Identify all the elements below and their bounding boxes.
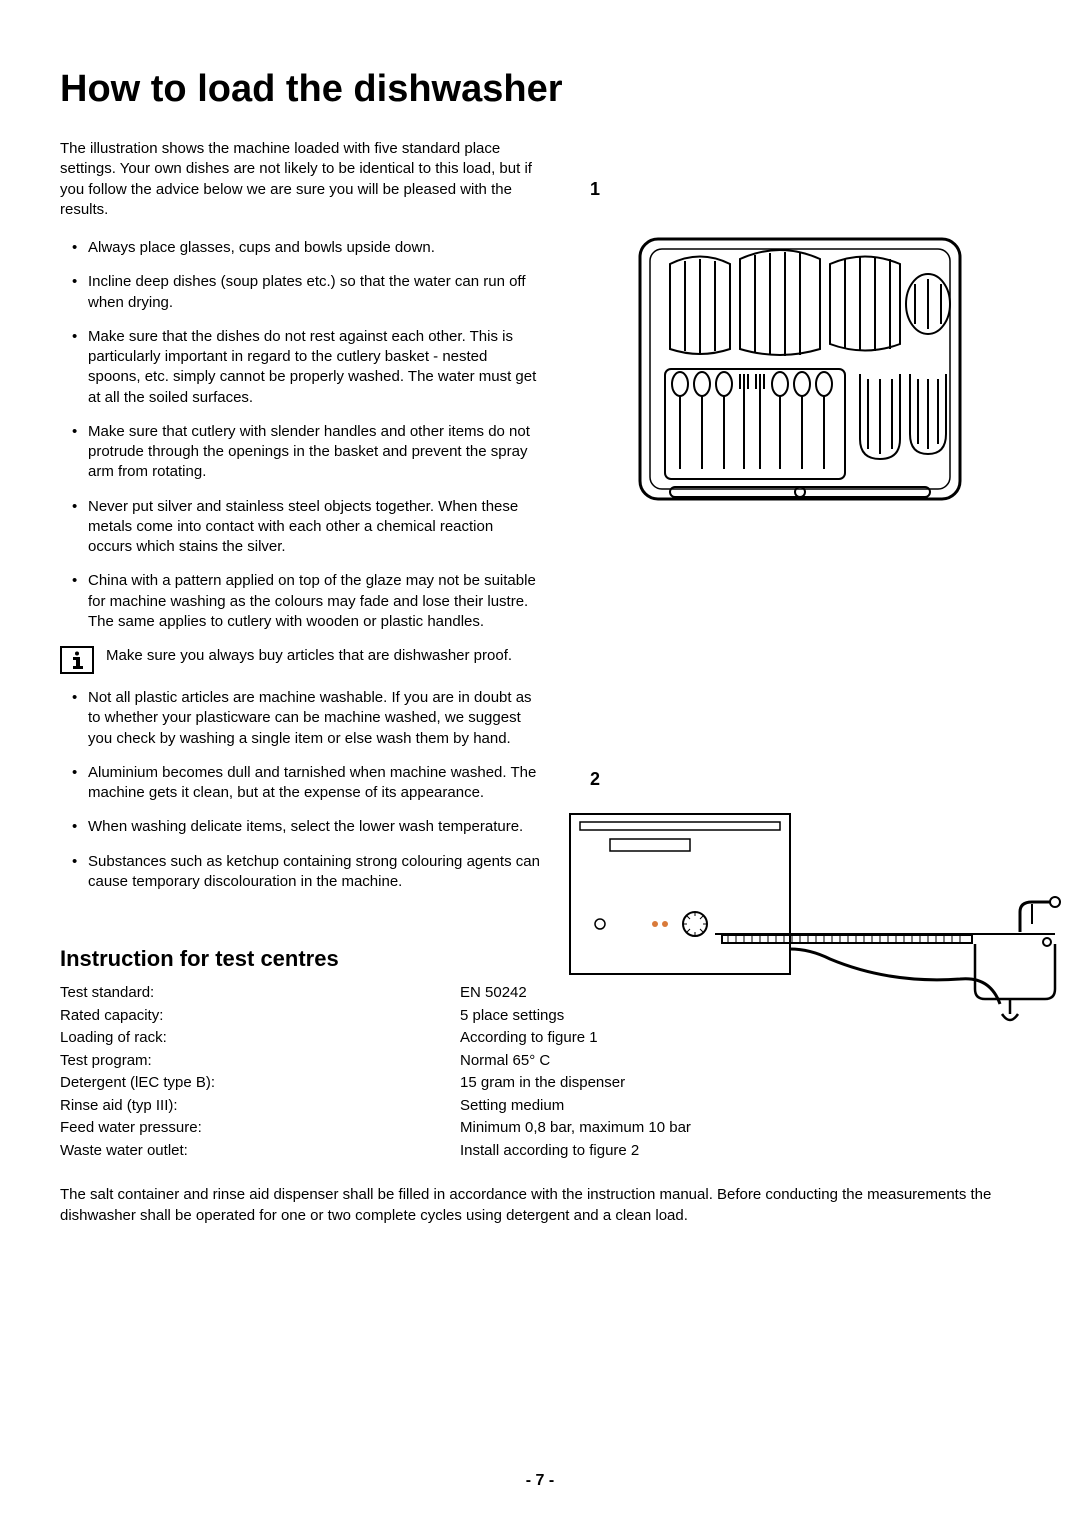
intro-paragraph: The illustration shows the machine loade… xyxy=(60,139,540,220)
table-row: Feed water pressure: xyxy=(60,1117,460,1140)
list-item: Make sure that the dishes do not rest ag… xyxy=(78,327,540,408)
table-row: Test program: xyxy=(60,1050,460,1073)
table-row: Waste water outlet: xyxy=(60,1140,460,1163)
info-note-text: Make sure you always buy articles that a… xyxy=(106,646,512,666)
table-row: Minimum 0,8 bar, maximum 10 bar xyxy=(460,1117,1020,1140)
table-row: Test standard: xyxy=(60,982,460,1005)
figure-1-label: 1 xyxy=(590,179,600,200)
table-row: Rated capacity: xyxy=(60,1005,460,1028)
page-number: - 7 - xyxy=(0,1472,1080,1490)
table-row: Normal 65° C xyxy=(460,1050,1020,1073)
list-item: Aluminium becomes dull and tarnished whe… xyxy=(78,763,540,804)
tips-list-b: Not all plastic articles are machine was… xyxy=(60,688,540,892)
test-labels-column: Test standard: Rated capacity: Loading o… xyxy=(60,982,460,1162)
figure-1-illustration xyxy=(610,209,990,534)
list-item: Incline deep dishes (soup plates etc.) s… xyxy=(78,272,540,313)
figure-2-label: 2 xyxy=(590,769,600,790)
list-item: Make sure that cutlery with slender hand… xyxy=(78,422,540,483)
tips-list-a: Always place glasses, cups and bowls ups… xyxy=(60,238,540,632)
table-row: Loading of rack: xyxy=(60,1027,460,1050)
info-icon xyxy=(60,646,94,674)
table-row: Setting medium xyxy=(460,1095,1020,1118)
two-column-layout: The illustration shows the machine loade… xyxy=(60,139,1020,906)
right-column: 1 xyxy=(580,139,1020,906)
table-row: 15 gram in the dispenser xyxy=(460,1072,1020,1095)
table-row: Detergent (lEC type B): xyxy=(60,1072,460,1095)
page-title: How to load the dishwasher xyxy=(60,68,1020,111)
table-row: Install according to figure 2 xyxy=(460,1140,1020,1163)
figure-2-illustration xyxy=(550,804,1070,1039)
list-item: Never put silver and stainless steel obj… xyxy=(78,497,540,558)
info-note: Make sure you always buy articles that a… xyxy=(60,646,540,674)
list-item: Substances such as ketchup containing st… xyxy=(78,852,540,893)
list-item: Always place glasses, cups and bowls ups… xyxy=(78,238,540,258)
list-item: China with a pattern applied on top of t… xyxy=(78,571,540,632)
list-item: When washing delicate items, select the … xyxy=(78,817,540,837)
left-column: The illustration shows the machine loade… xyxy=(60,139,540,906)
test-note: The salt container and rinse aid dispens… xyxy=(60,1184,1020,1226)
table-row: Rinse aid (typ III): xyxy=(60,1095,460,1118)
list-item: Not all plastic articles are machine was… xyxy=(78,688,540,749)
